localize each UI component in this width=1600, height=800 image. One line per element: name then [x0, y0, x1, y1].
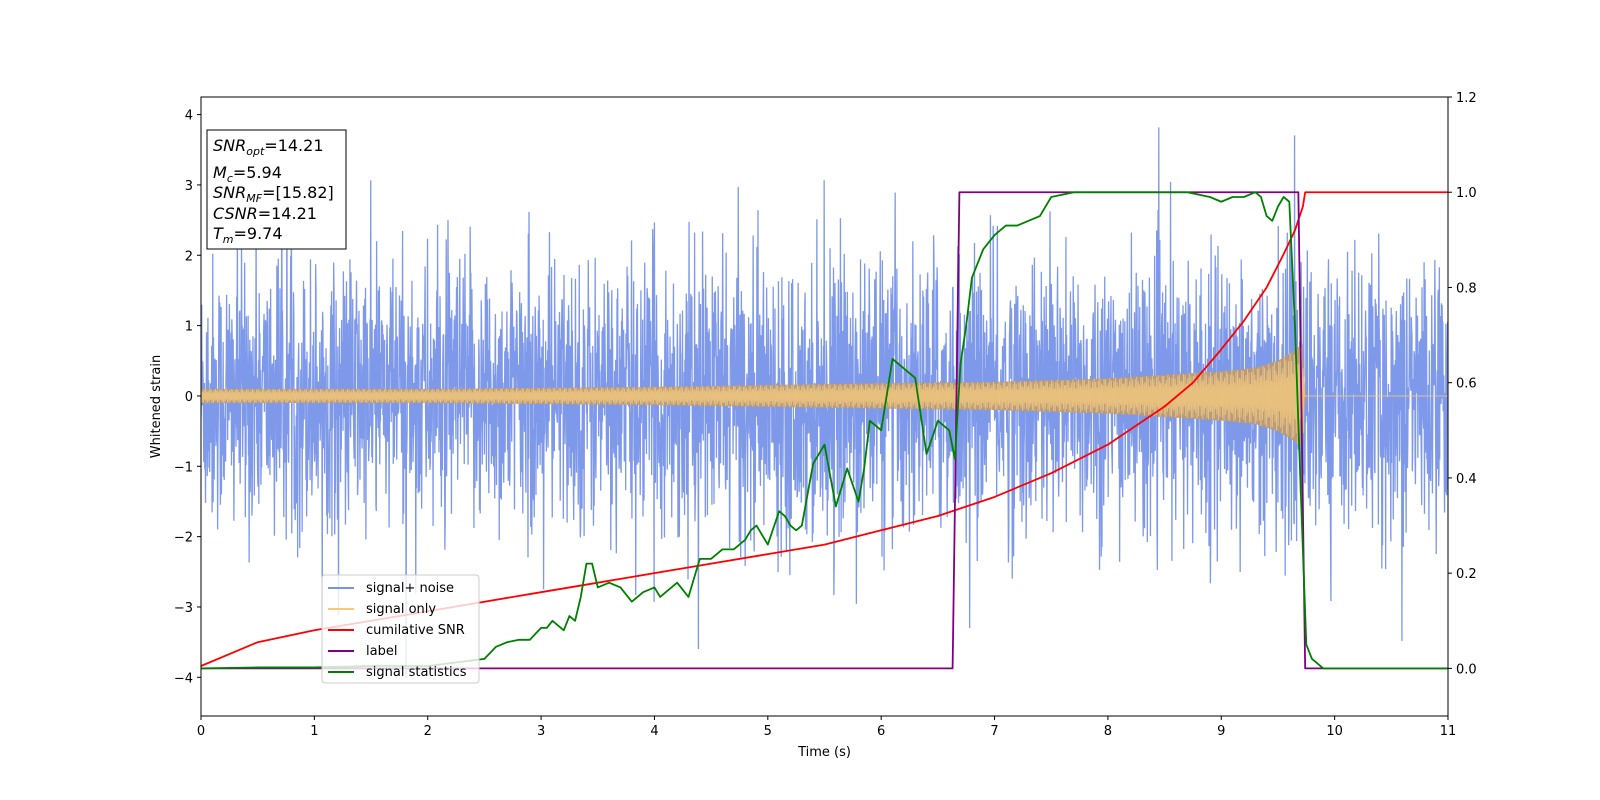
- x-tick-label: 8: [1104, 724, 1112, 739]
- y-tick-label: 2: [185, 249, 193, 264]
- legend-label: signal statistics: [366, 665, 467, 680]
- x-axis: 0 1 2 3 4 5 6 7 8 9 10 11: [197, 716, 1456, 739]
- x-tick-label: 11: [1440, 724, 1457, 739]
- annotation-tm: Tm=9.74: [213, 224, 283, 246]
- series-signal-only: [201, 347, 1448, 445]
- y2-tick-label: 1.2: [1456, 91, 1477, 106]
- x-tick-label: 3: [537, 724, 545, 739]
- legend-label: signal only: [366, 602, 436, 617]
- y2-tick-label: 1.0: [1456, 186, 1477, 201]
- annotation-mc: Mc=5.94: [213, 163, 282, 185]
- y2-tick-label: 0.4: [1456, 472, 1477, 487]
- legend-items: signal+ noise signal only cumilative SNR la…: [328, 581, 467, 680]
- legend-label: signal+ noise: [366, 581, 454, 596]
- x-tick-label: 2: [424, 724, 432, 739]
- y-tick-label: −1: [174, 460, 193, 475]
- x-tick-label: 4: [650, 724, 658, 739]
- annotation-snr-opt: SNRopt=14.21: [213, 136, 324, 158]
- annotation-frame: [206, 129, 347, 250]
- y-axis-label: Whitened strain: [149, 355, 164, 458]
- x-tick-label: 7: [990, 724, 998, 739]
- y2-tick-label: 0.6: [1456, 377, 1477, 392]
- legend-frame: [321, 574, 480, 684]
- y-tick-label: −3: [174, 601, 193, 616]
- annotation-csnr: CSNR=14.21: [213, 204, 317, 223]
- x-tick-label: 10: [1326, 724, 1343, 739]
- y-tick-label: −2: [174, 531, 193, 546]
- annotation-snr-mf: SNRMF=[15.82]: [213, 183, 334, 205]
- legend-label: cumilative SNR: [366, 623, 465, 638]
- x-tick-label: 6: [877, 724, 885, 739]
- plot-frame: [200, 96, 1449, 717]
- y-axis-right: 0.0 0.2 0.4 0.6 0.8 1.0 1.2: [1448, 91, 1477, 677]
- series-signal-statistics: [201, 191, 1448, 670]
- x-tick-label: 1: [310, 724, 318, 739]
- y2-tick-label: 0.8: [1456, 281, 1477, 296]
- y-tick-label: 4: [185, 109, 193, 124]
- legend: signal+ noise signal only cumilative SNR la…: [321, 574, 480, 684]
- legend-label: label: [366, 644, 397, 659]
- y-tick-label: −4: [174, 671, 193, 686]
- x-tick-label: 5: [764, 724, 772, 739]
- x-axis-label: Time (s): [797, 745, 851, 760]
- x-tick-label: 0: [197, 724, 205, 739]
- annotation-box: SNRopt=14.21 Mc=5.94 SNRMF=[15.82] CSNR=…: [206, 129, 347, 250]
- x-tick-label: 9: [1217, 724, 1225, 739]
- y-tick-label: 1: [185, 320, 193, 335]
- y2-tick-label: 0.2: [1456, 567, 1477, 582]
- y-axis-left: −4 −3 −2 −1 0 1 2 3 4: [174, 109, 201, 686]
- y-tick-label: 3: [185, 179, 193, 194]
- y2-tick-label: 0.0: [1456, 662, 1477, 677]
- y-tick-label: 0: [185, 390, 193, 405]
